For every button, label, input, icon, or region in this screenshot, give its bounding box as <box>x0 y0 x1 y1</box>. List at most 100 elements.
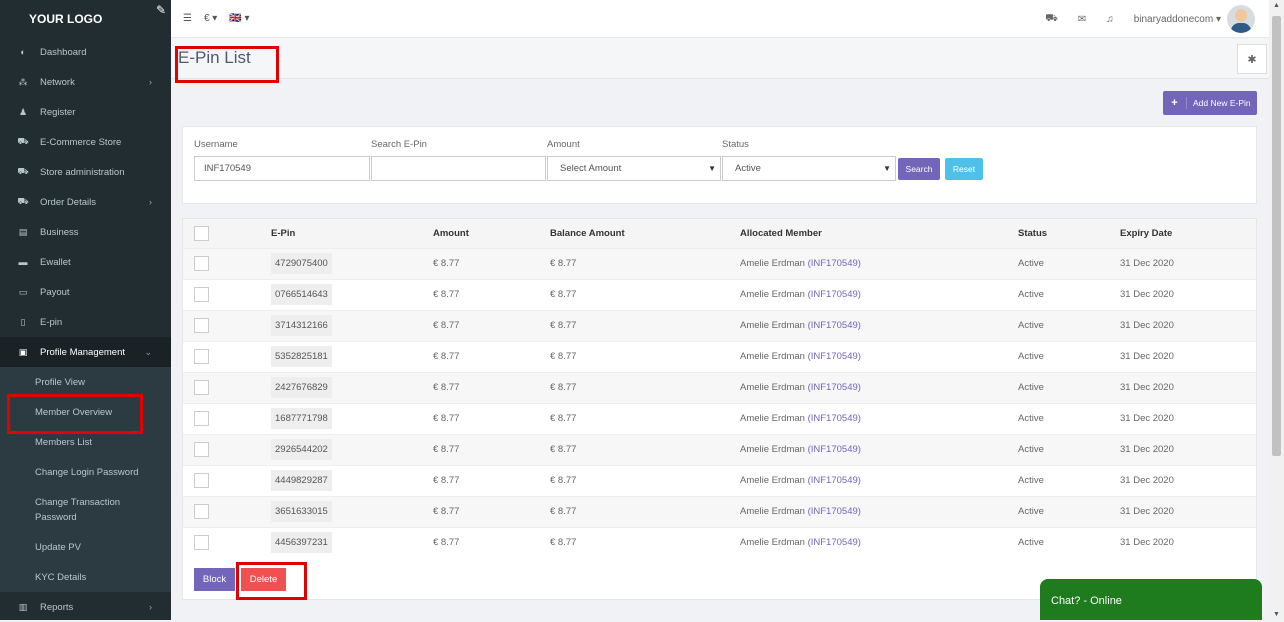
user-menu[interactable]: binaryaddonecom ▾ <box>1133 13 1221 25</box>
submenu-item-kyc-details[interactable]: KYC Details <box>35 571 87 583</box>
amount-select-value: Select Amount <box>560 163 622 174</box>
member-id-link[interactable]: (INF170549) <box>807 258 861 269</box>
add-new-epin-button[interactable]: + Add New E-Pin <box>1163 91 1257 115</box>
username-input[interactable]: INF170549 <box>194 156 370 181</box>
member-id-link[interactable]: (INF170549) <box>807 475 861 486</box>
chat-widget[interactable]: Chat? - Online <box>1040 579 1262 620</box>
amount-cell: € 8.77 <box>433 247 550 279</box>
sidebar-item-profile-management[interactable]: ▣ Profile Management ⌄ <box>0 337 171 367</box>
sidebar-item-network[interactable]: ⁂ Network › <box>0 67 171 97</box>
epin-code: 4449829287 <box>271 470 332 491</box>
cart-icon[interactable]: ⛟ <box>1045 12 1058 24</box>
select-all-checkbox[interactable] <box>194 225 209 241</box>
scroll-down-icon[interactable]: ▼ <box>1273 611 1280 618</box>
plus-icon: + <box>1163 97 1187 109</box>
row-checkbox[interactable] <box>194 535 209 551</box>
column-header[interactable]: Balance Amount <box>550 219 740 248</box>
member-id-link[interactable]: (INF170549) <box>807 444 861 455</box>
sidebar-item-e-pin[interactable]: ▯ E-pin <box>0 307 171 337</box>
amount-select[interactable]: Select Amount ▼ <box>547 156 721 181</box>
sidebar-item-ewallet[interactable]: ▬ Ewallet <box>0 247 171 277</box>
sidebar-item-label: Profile Management <box>40 346 126 358</box>
row-checkbox[interactable] <box>194 380 209 395</box>
gear-icon[interactable]: ✱ <box>1237 44 1267 74</box>
currency-dropdown[interactable]: € ▾ <box>203 13 218 24</box>
sidebar-item-order-details[interactable]: ⛟ Order Details › <box>0 187 171 217</box>
balance-cell: € 8.77 <box>550 247 740 279</box>
member-id-link[interactable]: (INF170549) <box>807 537 861 549</box>
balance-cell: € 8.77 <box>550 278 740 310</box>
page-scrollbar[interactable]: ▲ ▼ <box>1269 0 1284 620</box>
member-id-link[interactable]: (INF170549) <box>807 382 861 393</box>
search-button[interactable]: Search <box>898 158 940 180</box>
chevron-down-icon: ▼ <box>883 164 891 173</box>
amount-label: Amount <box>547 139 580 150</box>
member-name: Amelie Erdman <box>740 475 808 486</box>
avatar[interactable] <box>1227 5 1255 33</box>
row-checkbox[interactable] <box>194 318 209 333</box>
member-id-link[interactable]: (INF170549) <box>807 351 861 362</box>
row-checkbox[interactable] <box>194 442 209 457</box>
submenu-item-member-overview[interactable]: Member Overview <box>35 406 113 418</box>
epin-search-input[interactable] <box>371 156 546 181</box>
sidebar-item-payout[interactable]: ▭ Payout <box>0 277 171 307</box>
table-row: 4456397231 € 8.77 € 8.77 Amelie Erdman (INF… <box>183 526 1256 558</box>
column-header[interactable]: Status <box>1018 219 1120 248</box>
row-checkbox[interactable] <box>194 411 209 426</box>
sidebar-item-reports[interactable]: ▥ Reports › <box>0 592 171 622</box>
logo[interactable]: YOUR LOGO ✎ <box>0 0 171 37</box>
submenu-item-update-pv[interactable]: Update PV <box>35 541 81 553</box>
member-id-link[interactable]: (INF170549) <box>807 289 861 300</box>
column-header[interactable]: Expiry Date <box>1120 219 1256 248</box>
menu-toggle-icon[interactable]: ☰ <box>183 13 192 24</box>
delete-button[interactable]: Delete <box>241 568 286 591</box>
cart-admin-icon: ⛟ <box>17 166 29 176</box>
filter-panel: Username INF170549 Search E-Pin Amount S… <box>182 126 1257 204</box>
reset-button[interactable]: Reset <box>945 158 983 180</box>
row-checkbox[interactable] <box>194 504 209 519</box>
language-dropdown[interactable]: 🇬🇧 ▾ <box>229 13 250 24</box>
expiry-cell: 31 Dec 2020 <box>1120 464 1256 496</box>
row-checkbox[interactable] <box>194 349 209 364</box>
amount-cell: € 8.77 <box>433 278 550 310</box>
member-name: Amelie Erdman <box>740 413 808 424</box>
scrollbar-thumb[interactable] <box>1272 16 1281 456</box>
column-header[interactable]: Amount <box>433 219 550 248</box>
member-id-link[interactable]: (INF170549) <box>807 320 861 331</box>
table-row: 1687771798 € 8.77 € 8.77 Amelie Erdman (INF… <box>183 402 1256 434</box>
status-cell: Active <box>1018 433 1120 465</box>
sidebar-nav: ◐ Dashboard ⁂ Network › ♟ Register ⛟ E-Commerce … <box>0 37 171 367</box>
expiry-cell: 31 Dec 2020 <box>1120 247 1256 279</box>
bookmark-icon: ▯ <box>20 316 26 327</box>
submenu-item-members-list[interactable]: Members List <box>35 436 93 448</box>
sidebar-item-business[interactable]: ▤ Business <box>0 217 171 247</box>
bell-icon[interactable]: ♫ <box>1106 13 1114 25</box>
submenu-item-change-transaction-password[interactable]: Change Transaction Password <box>35 496 121 523</box>
id-card-icon: ▣ <box>18 346 28 357</box>
member-cell: Amelie Erdman (INF170549) <box>740 371 1018 403</box>
scroll-up-icon[interactable]: ▲ <box>1273 2 1280 9</box>
row-checkbox[interactable] <box>194 473 209 488</box>
mail-icon[interactable]: ✉ <box>1077 13 1087 25</box>
submenu-item-profile-view[interactable]: Profile View <box>35 376 85 388</box>
member-id-link[interactable]: (INF170549) <box>807 413 861 424</box>
column-header[interactable]: E-Pin <box>271 219 433 248</box>
sidebar-item-register[interactable]: ♟ Register <box>0 97 171 127</box>
submenu-item-change-login-password[interactable]: Change Login Password <box>35 466 139 478</box>
member-id-link[interactable]: (INF170549) <box>807 506 861 517</box>
member-name: Amelie Erdman <box>740 537 808 549</box>
edit-icon[interactable]: ✎ <box>155 3 166 17</box>
sidebar-item-store-administration[interactable]: ⛟ Store administration <box>0 157 171 187</box>
briefcase-icon: ▬ <box>18 257 28 267</box>
cart-icon: ⛟ <box>17 136 29 146</box>
amount-cell: € 8.77 <box>433 402 550 434</box>
status-cell: Active <box>1018 371 1120 403</box>
column-header[interactable]: Allocated Member <box>740 219 1018 248</box>
member-cell: Amelie Erdman (INF170549) <box>740 495 1018 527</box>
sidebar-item-dashboard[interactable]: ◐ Dashboard <box>0 37 171 67</box>
status-select[interactable]: Active ▼ <box>722 156 896 181</box>
block-button[interactable]: Block <box>194 568 235 591</box>
sidebar-item-e-commerce-store[interactable]: ⛟ E-Commerce Store <box>0 127 171 157</box>
row-checkbox[interactable] <box>194 256 209 271</box>
row-checkbox[interactable] <box>194 287 209 302</box>
